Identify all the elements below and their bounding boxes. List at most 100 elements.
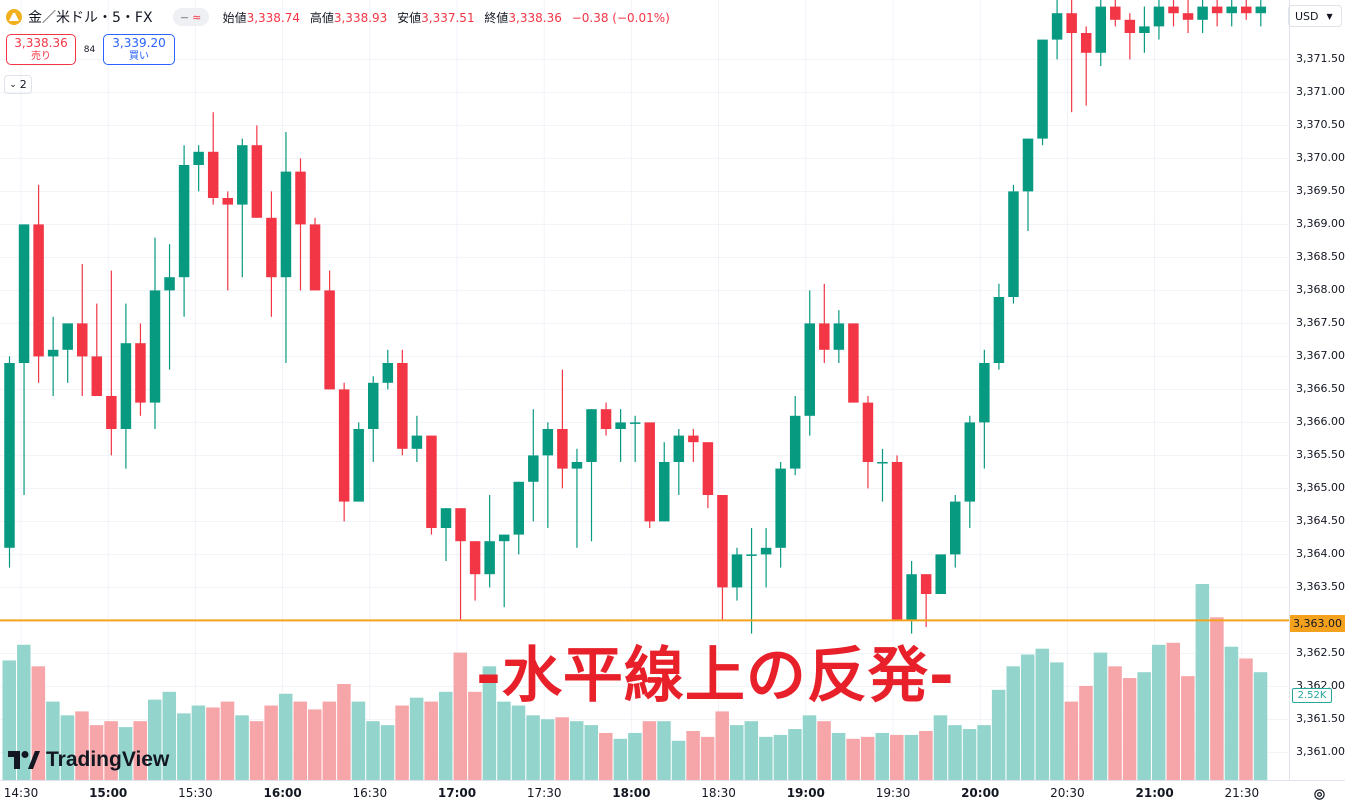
candle[interactable] (877, 448, 888, 502)
candle[interactable] (1095, 0, 1107, 66)
candle[interactable] (717, 495, 728, 621)
candle[interactable] (280, 132, 292, 363)
candle[interactable] (804, 290, 816, 436)
candle[interactable] (1168, 0, 1179, 27)
candle[interactable] (1255, 0, 1267, 27)
candle[interactable] (819, 283, 830, 363)
candle[interactable] (993, 283, 1005, 370)
candle[interactable] (731, 547, 743, 601)
candle[interactable] (440, 508, 452, 561)
candle[interactable] (542, 422, 554, 528)
candle[interactable] (237, 138, 248, 278)
sell-button[interactable]: 3,338.36 売り (6, 34, 76, 65)
candle[interactable] (1110, 0, 1121, 27)
candle[interactable] (309, 217, 321, 291)
candle-body (528, 455, 539, 482)
candle[interactable] (77, 264, 88, 396)
candle[interactable] (47, 316, 59, 396)
candle[interactable] (950, 495, 961, 568)
annotation-text[interactable]: -水平線上の反発- (476, 641, 955, 711)
candle[interactable] (1139, 6, 1150, 53)
candle[interactable] (1197, 0, 1208, 33)
candle[interactable] (557, 369, 568, 489)
candle[interactable] (1182, 0, 1194, 33)
candle[interactable] (164, 244, 175, 370)
candle[interactable] (1124, 13, 1136, 60)
candle[interactable] (91, 303, 103, 396)
candle[interactable] (368, 376, 379, 462)
candle[interactable] (688, 429, 699, 462)
volume-bar (337, 683, 351, 780)
candle[interactable] (1226, 0, 1237, 27)
candle[interactable] (746, 528, 757, 634)
candle[interactable] (295, 158, 306, 291)
candle[interactable] (979, 349, 990, 469)
candle[interactable] (120, 303, 132, 469)
candle[interactable] (659, 442, 670, 522)
candle[interactable] (615, 409, 626, 462)
candle[interactable] (848, 323, 859, 403)
candle[interactable] (207, 112, 219, 205)
currency-select[interactable]: USD ▼ (1288, 5, 1342, 27)
candle[interactable] (1022, 138, 1034, 231)
candle[interactable] (964, 415, 976, 528)
candle[interactable] (135, 323, 146, 416)
candle[interactable] (702, 442, 714, 509)
candle[interactable] (571, 448, 583, 548)
candle[interactable] (920, 574, 932, 627)
candle[interactable] (469, 541, 481, 601)
candle[interactable] (222, 191, 234, 291)
candle[interactable] (1051, 0, 1063, 60)
candle[interactable] (891, 455, 903, 621)
candle[interactable] (586, 409, 597, 542)
candle[interactable] (353, 422, 364, 502)
tradingview-logo[interactable]: TradingView (8, 748, 169, 772)
candle[interactable] (513, 481, 525, 555)
candle[interactable] (644, 422, 655, 528)
candle[interactable] (775, 462, 786, 568)
candle[interactable] (673, 429, 685, 495)
candle[interactable] (935, 554, 946, 594)
candle[interactable] (149, 237, 161, 429)
candle[interactable] (324, 270, 335, 390)
candle[interactable] (1211, 0, 1223, 27)
candle[interactable] (426, 435, 437, 535)
market-status-pill[interactable]: − ≈ (172, 8, 209, 26)
candle[interactable] (455, 508, 466, 621)
candle[interactable] (193, 145, 204, 192)
candle[interactable] (629, 415, 641, 462)
candle[interactable] (760, 528, 772, 588)
indicators-toggle-button[interactable]: ⌄ 2 (4, 75, 32, 94)
candle[interactable] (1037, 39, 1048, 146)
candle[interactable] (266, 191, 277, 317)
candle[interactable] (600, 402, 612, 436)
settings-gear-icon[interactable] (1313, 788, 1326, 801)
candle[interactable] (528, 409, 539, 522)
candle[interactable] (1080, 26, 1092, 106)
candle[interactable] (789, 396, 801, 476)
candle[interactable] (1008, 184, 1019, 304)
candle[interactable] (178, 145, 190, 317)
candle[interactable] (338, 382, 350, 522)
candle[interactable] (397, 349, 408, 456)
candle[interactable] (382, 349, 394, 390)
candle[interactable] (251, 125, 263, 218)
candle[interactable] (106, 270, 117, 456)
candle[interactable] (411, 415, 423, 462)
candle[interactable] (4, 356, 15, 568)
candle[interactable] (1153, 0, 1165, 40)
candle[interactable] (33, 184, 44, 383)
candle[interactable] (62, 323, 73, 383)
candle[interactable] (18, 224, 30, 495)
candle[interactable] (498, 534, 510, 608)
candle[interactable] (1066, 0, 1077, 113)
buy-button[interactable]: 3,339.20 買い (103, 34, 175, 65)
candle[interactable] (833, 310, 845, 363)
candle[interactable] (862, 396, 874, 489)
candle[interactable] (484, 495, 495, 588)
symbol-name[interactable]: 金／米ドル・5・FX (28, 10, 153, 26)
candle[interactable] (1241, 0, 1252, 20)
candle[interactable] (906, 561, 917, 634)
